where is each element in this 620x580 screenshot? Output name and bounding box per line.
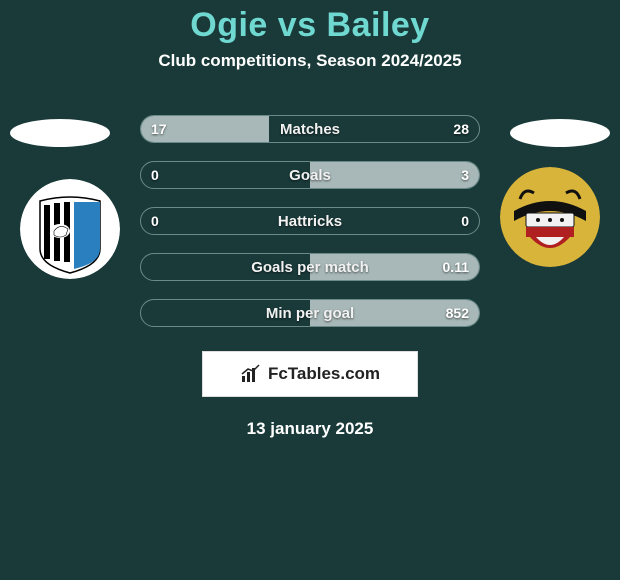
stat-value-left: 0: [151, 167, 159, 183]
stat-bars: 1728Matches03Goals00Hattricks0.11Goals p…: [140, 115, 480, 327]
chart-icon: [240, 363, 262, 385]
gillingham-crest-icon: [20, 179, 120, 279]
compare-area: 1728Matches03Goals00Hattricks0.11Goals p…: [0, 111, 620, 331]
stat-fill-right: [310, 162, 479, 188]
stat-row: 0 0Hattricks: [140, 207, 480, 235]
stat-value-left: 0: [151, 213, 159, 229]
club-crest-right: [500, 167, 600, 267]
stat-row: 852Min per goal: [140, 299, 480, 327]
club-crest-left: [20, 179, 120, 279]
branding-text: FcTables.com: [268, 364, 380, 384]
stat-value-left: 17: [151, 121, 167, 137]
stat-value-right: 3: [461, 167, 469, 183]
player-left-disc: [10, 119, 110, 147]
stat-value-right: 0.11: [443, 259, 469, 275]
player-right-disc: [510, 119, 610, 147]
page-subtitle: Club competitions, Season 2024/2025: [158, 51, 461, 71]
doncaster-crest-icon: [500, 167, 600, 267]
date-line: 13 january 2025: [247, 419, 374, 439]
stat-value-right: 852: [446, 305, 469, 321]
stat-value-right: 0: [461, 213, 469, 229]
stat-label: Hattricks: [141, 213, 479, 230]
stat-row: 1728Matches: [140, 115, 480, 143]
comparison-card: Ogie vs Bailey Club competitions, Season…: [0, 0, 620, 439]
page-title: Ogie vs Bailey: [190, 6, 429, 45]
stat-row: 03Goals: [140, 161, 480, 189]
stat-value-right: 28: [453, 121, 469, 137]
stat-row: 0.11Goals per match: [140, 253, 480, 281]
branding-box[interactable]: FcTables.com: [202, 351, 418, 397]
